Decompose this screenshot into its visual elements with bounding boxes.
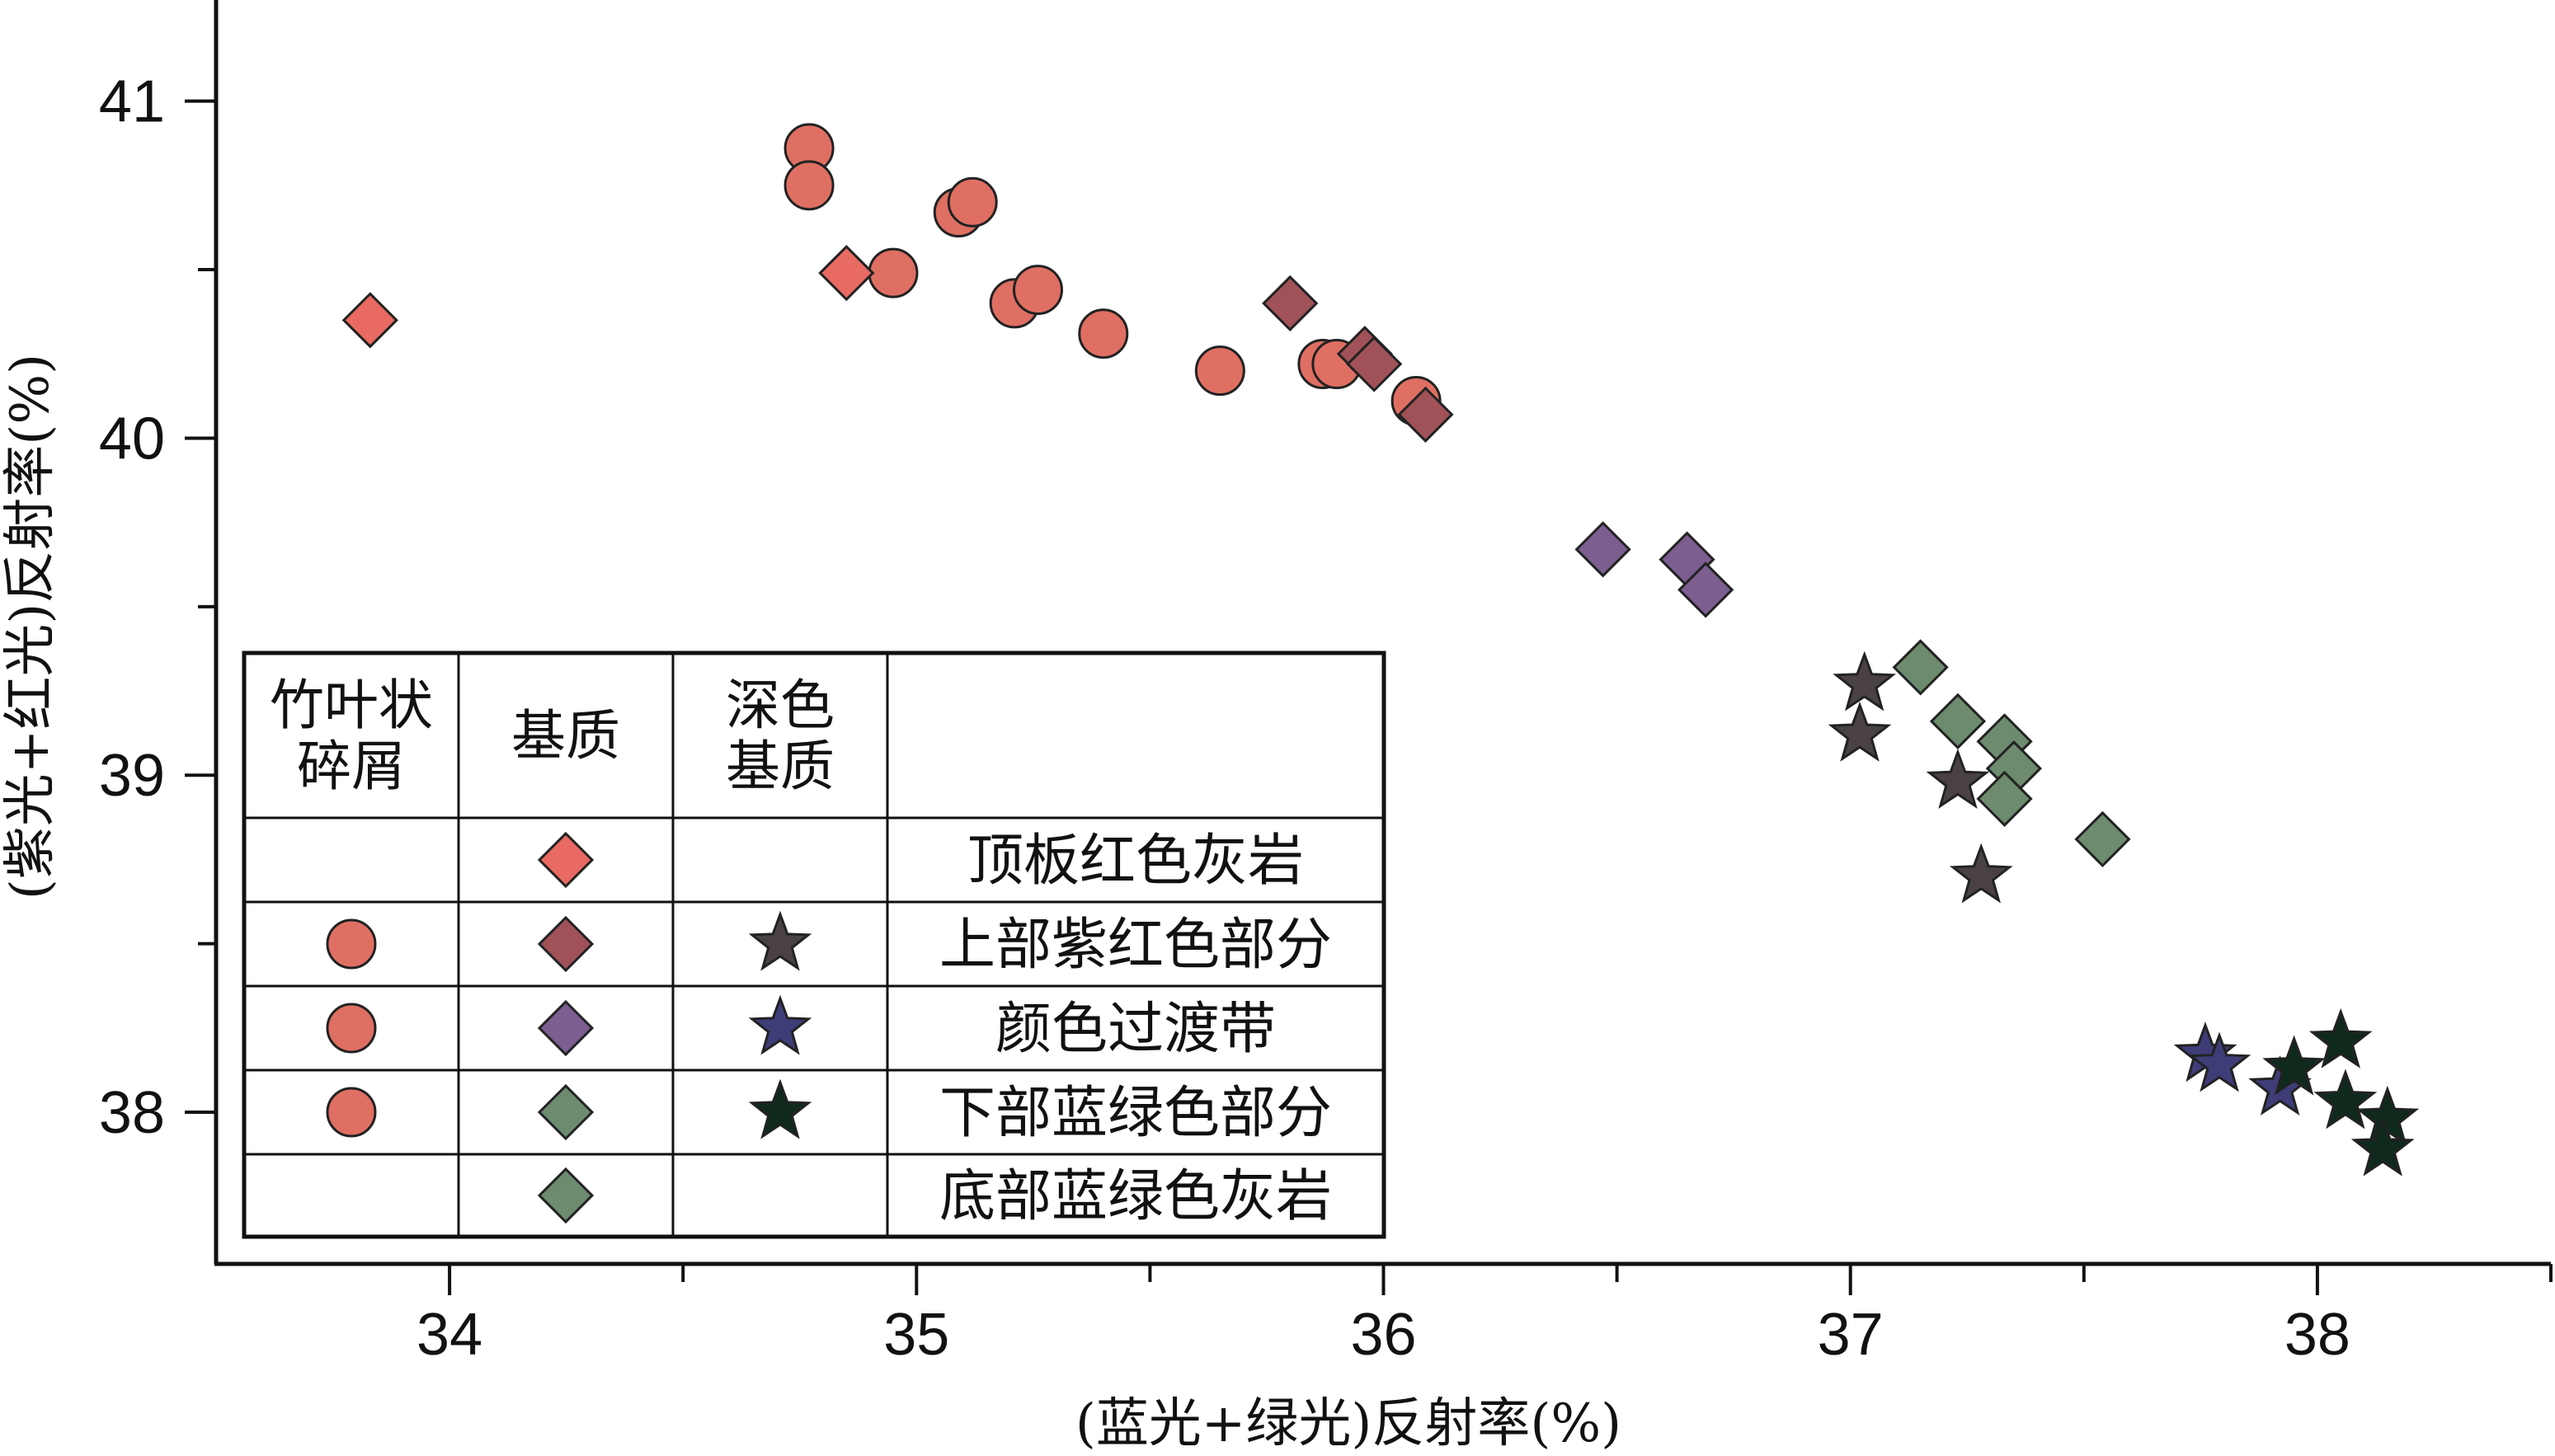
legend-header: 基质 [511,704,620,768]
x-tick-label: 35 [883,1302,949,1368]
y-axis-ticks: 38 39 40 41 [99,69,216,1146]
diamond-point [1677,561,1734,618]
legend-row-label: 上部紫红色部分 [939,913,1332,978]
legend-table: 竹叶状碎屑 基质 深色基质顶板红色灰岩上部紫红色部分颜色过渡带下部蓝绿色部分底部蓝绿… [242,651,1386,1239]
diamond-point [1976,770,2033,827]
diamond-point [1262,275,1319,332]
y-tick-label: 39 [99,743,165,809]
legend-diamond-marker [537,999,595,1057]
star-point [2313,1069,2378,1130]
legend-diamond-marker [537,915,595,973]
diamond-point [1929,693,1987,749]
star-point [1926,749,1990,810]
legend-row-label: 顶板红色灰岩 [967,829,1304,894]
legend-header: 深色基质 [726,674,835,798]
legend-row-label: 下部蓝绿色部分 [939,1081,1332,1146]
legend-header: 竹叶状碎屑 [270,674,433,798]
diamond-point [1892,639,1949,696]
circle-point [1194,345,1245,397]
legend-row-label: 颜色过渡带 [995,997,1276,1062]
x-axis-label: (蓝光+绿光)反射率(%) [1075,1393,1621,1454]
legend-diamond-marker [537,1083,595,1141]
star-point [2187,1031,2252,1092]
legend-diamond-marker [537,831,595,889]
x-tick-label: 36 [1350,1302,1416,1368]
star-point [1833,651,1896,712]
circle-point [868,247,919,298]
data-points [341,123,2420,1177]
star-point [1949,843,2013,904]
y-axis-label: (紫光+红光)反射率(%) [0,354,61,899]
diamond-point [2074,810,2131,868]
y-tick-label: 38 [99,1080,165,1146]
circle-point [783,160,835,211]
diamond-point [341,292,398,349]
diamond-point [818,245,875,302]
circle-point [947,176,998,228]
y-tick-label: 40 [99,406,165,472]
legend-circle-marker [326,918,377,970]
star-point [2350,1115,2415,1177]
y-tick-label: 41 [99,69,165,135]
legend-star-marker [748,1078,812,1139]
star-point [1828,701,1892,762]
circle-point [1013,265,1064,316]
diamond-point [1574,521,1631,578]
legend-circle-marker [326,1087,377,1138]
legend-diamond-marker [537,1167,595,1224]
legend-circle-marker [326,1003,377,1054]
x-tick-label: 38 [2284,1302,2350,1368]
legend-row-label: 底部蓝绿色灰岩 [939,1164,1332,1229]
legend-star-marker [748,910,812,971]
diamond-point [1346,336,1403,392]
legend-star-marker [748,994,812,1055]
circle-point [1078,308,1129,359]
x-tick-label: 37 [1818,1302,1884,1368]
legend-frame [242,651,1386,1239]
star-point [2262,1035,2326,1096]
star-point [2308,1007,2373,1069]
diamond-point [1397,386,1454,443]
x-tick-label: 34 [416,1302,482,1368]
x-axis-ticks: 34 35 36 37 38 [416,1264,2553,1368]
